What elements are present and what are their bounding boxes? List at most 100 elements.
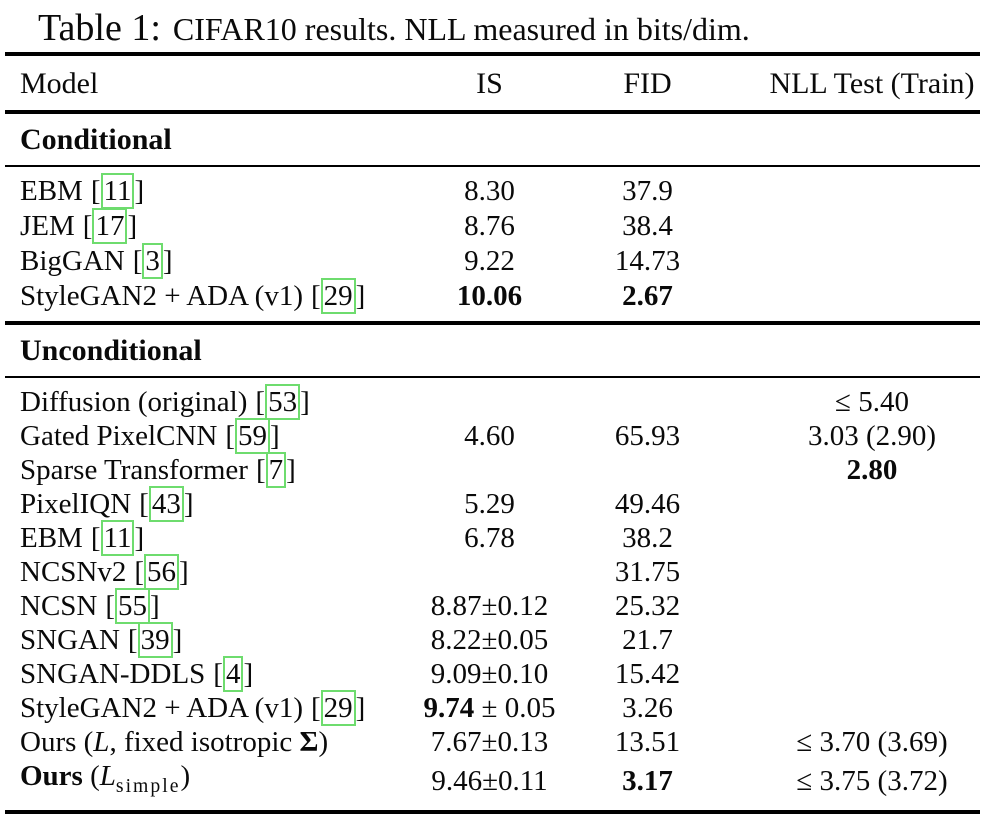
fid-value: 14.73 (614, 245, 681, 277)
nll-value: ≤ 3.75 (3.72) (796, 764, 948, 797)
model-name: NCSN (20, 590, 98, 622)
is-stddev: ± 0.05 (474, 692, 556, 724)
citation-link[interactable]: 29 (311, 278, 365, 314)
table-row: NCSN 55 8.87±0.12 25.32 (5, 588, 980, 624)
model-name: SNGAN (20, 624, 120, 656)
column-header-is: IS (370, 54, 595, 114)
nll-value: ≤ 5.40 (835, 386, 909, 418)
is-value: 9.74 ± 0.05 (370, 691, 595, 725)
model-name: Diffusion (original) (20, 386, 248, 418)
nll-value (720, 279, 980, 323)
model-cell: Ours (L, fixed isotropic Σ) (5, 725, 370, 759)
model-name-close: ) (180, 760, 191, 792)
sigma-symbol: Σ (299, 726, 319, 758)
model-name: Gated PixelCNN (20, 420, 218, 452)
model-name: SNGAN-DDLS (20, 658, 206, 690)
is-value: 9.22 (464, 245, 515, 277)
citation-link[interactable]: 56 (134, 554, 189, 590)
fid-value: 49.46 (614, 488, 681, 520)
citation-number[interactable]: 11 (100, 520, 135, 556)
table-row: EBM 11 6.78 38.2 (5, 520, 980, 556)
is-value: 9.09±0.10 (430, 658, 549, 690)
model-name-ours: Ours (20, 760, 83, 792)
citation-link[interactable]: 39 (128, 622, 182, 658)
fid-value: 21.7 (622, 624, 673, 656)
nll-value (720, 657, 980, 691)
citation-number[interactable]: 39 (137, 622, 173, 658)
model-name: PixelIQN (20, 488, 132, 520)
fid-value: 15.42 (614, 658, 681, 690)
is-value: 7.67±0.13 (430, 726, 549, 758)
nll-value: 3.03 (2.90) (807, 420, 937, 452)
citation-link[interactable]: 53 (255, 384, 310, 420)
nll-value (720, 555, 980, 589)
citation-link[interactable]: 4 (213, 656, 253, 692)
is-value (370, 555, 595, 589)
model-cell: EBM 11 (5, 520, 370, 556)
fid-value: 3.26 (622, 692, 673, 724)
citation-link[interactable]: 55 (105, 588, 160, 624)
citation-number[interactable]: 53 (265, 384, 301, 420)
citation-number[interactable]: 3 (142, 243, 163, 279)
fid-value: 38.4 (622, 210, 673, 242)
nll-value: 2.80 (846, 454, 898, 486)
citation-link[interactable]: 3 (133, 243, 173, 279)
is-value: 9.46±0.11 (431, 764, 548, 797)
loss-subscript: simple (115, 774, 181, 797)
citation-link[interactable]: 59 (225, 418, 280, 454)
citation-number[interactable]: 11 (100, 173, 135, 209)
citation-number[interactable]: 59 (235, 418, 271, 454)
fid-value (595, 377, 720, 419)
nll-value (720, 166, 980, 209)
section-unconditional: Unconditional Diffusion (original) 53 ≤ 5… (5, 321, 980, 812)
model-cell: SNGAN-DDLS 4 (5, 656, 370, 692)
citation-number[interactable]: 29 (320, 278, 356, 314)
table-row: EBM 11 8.30 37.9 (5, 166, 980, 209)
section-header-conditional: Conditional (5, 112, 980, 167)
table-row: Ours (Lsimple) 9.46±0.11 3.17 ≤ 3.75 (3.… (5, 759, 980, 812)
table-row: Gated PixelCNN 59 4.60 65.93 3.03 (2.90) (5, 418, 980, 454)
model-cell: StyleGAN2 + ADA (v1) 29 (5, 278, 370, 323)
section-header-unconditional: Unconditional (5, 321, 980, 378)
citation-number[interactable]: 29 (320, 690, 356, 726)
results-table: Model IS FID NLL Test (Train) Conditiona… (5, 52, 980, 814)
table-row: StyleGAN2 + ADA (v1) 29 10.06 2.67 (5, 278, 980, 323)
citation-number[interactable]: 56 (144, 554, 180, 590)
citation-link[interactable]: 29 (311, 690, 365, 726)
fid-value: 65.93 (614, 420, 681, 452)
section-conditional: Conditional EBM 11 8.30 37.9 JEM 17 8.76 3… (5, 112, 980, 323)
table-row: PixelIQN 43 5.29 49.46 (5, 486, 980, 522)
is-value: 8.22±0.05 (430, 624, 549, 656)
citation-number[interactable]: 4 (222, 656, 244, 692)
table-header: Model IS FID NLL Test (Train) (5, 54, 980, 114)
model-name: NCSNv2 (20, 556, 127, 588)
nll-value (720, 589, 980, 623)
caption-label: Table 1: (38, 7, 161, 49)
model-cell: Sparse Transformer 7 (5, 452, 370, 488)
fid-value: 31.75 (614, 556, 681, 588)
fid-value: 38.2 (622, 522, 673, 554)
is-value (370, 453, 595, 487)
citation-link[interactable]: 11 (91, 520, 144, 556)
citation-link[interactable]: 43 (139, 486, 194, 522)
citation-number[interactable]: 17 (92, 208, 128, 244)
table-row: Sparse Transformer 7 2.80 (5, 452, 980, 488)
is-value: 8.30 (464, 175, 515, 207)
citation-link[interactable]: 17 (83, 208, 137, 244)
model-name-close: ) (318, 726, 329, 758)
is-value: 10.06 (456, 280, 523, 312)
table-row: SNGAN-DDLS 4 9.09±0.10 15.42 (5, 656, 980, 692)
citation-number[interactable]: 55 (115, 588, 151, 624)
loss-symbol: L (99, 760, 116, 792)
loss-symbol: L (93, 726, 110, 758)
citation-number[interactable]: 43 (148, 486, 184, 522)
model-cell: EBM 11 (5, 166, 370, 209)
nll-value (720, 209, 980, 244)
fid-value (595, 453, 720, 487)
citation-link[interactable]: 11 (91, 173, 144, 209)
citation-link[interactable]: 7 (256, 452, 296, 488)
column-header-fid: FID (595, 54, 720, 114)
model-name: EBM (20, 522, 83, 554)
citation-number[interactable]: 7 (265, 452, 287, 488)
table-row: Ours (L, fixed isotropic Σ) 7.67±0.13 13… (5, 725, 980, 759)
